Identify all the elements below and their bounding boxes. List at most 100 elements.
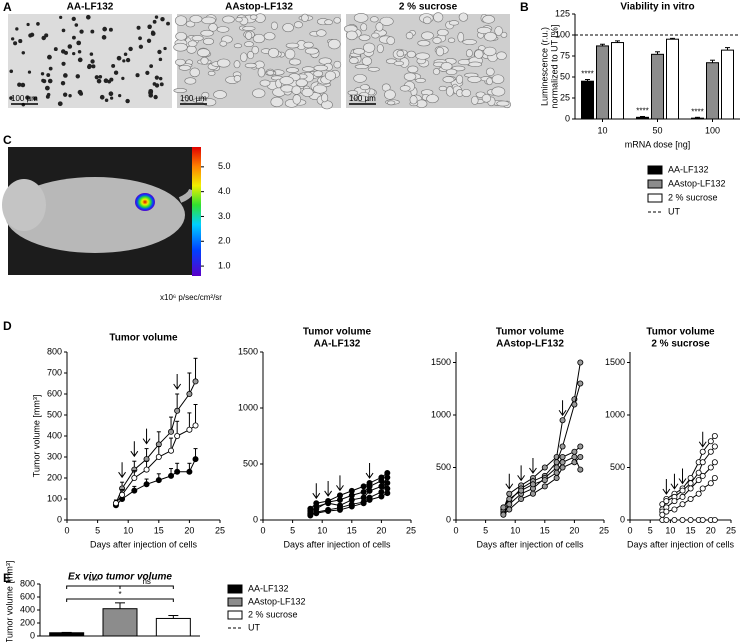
cell [53, 47, 58, 52]
cell [353, 74, 367, 83]
series-marker [155, 477, 162, 484]
significance: ns [142, 577, 150, 586]
cell [201, 16, 216, 25]
legend-label: AAstop-LF132 [668, 178, 726, 188]
error-bar [187, 372, 192, 394]
cell [327, 38, 341, 50]
cell [75, 74, 80, 79]
y-tick-label: 50 [560, 71, 570, 81]
series-marker [571, 453, 578, 460]
significance-bracket [119, 585, 174, 589]
y-tick-label: 0 [253, 514, 258, 524]
y-tick-label: 25 [560, 92, 570, 102]
cell [462, 39, 477, 45]
cell [121, 76, 125, 81]
cell [46, 92, 51, 97]
injection-arrow [336, 475, 344, 492]
cell [313, 70, 324, 78]
series-marker [679, 487, 686, 494]
x-tick-label: 15 [540, 525, 550, 535]
scale-bar-label: 100 µm [349, 94, 376, 103]
error-bar [193, 404, 198, 426]
legend-swatch [227, 597, 243, 607]
cell [175, 32, 187, 41]
series-marker [192, 456, 199, 463]
series-marker [695, 477, 702, 484]
series-marker [571, 401, 578, 408]
series-marker [671, 506, 678, 513]
cell [360, 23, 368, 32]
cell [371, 32, 380, 39]
cell [445, 68, 458, 76]
series-marker [168, 428, 175, 435]
series-marker [336, 506, 343, 513]
cell [345, 30, 358, 41]
cell [158, 76, 163, 81]
cell [324, 19, 333, 25]
cell [135, 73, 140, 78]
injection-arrow [678, 468, 687, 485]
cell [90, 59, 95, 64]
cell [446, 86, 454, 97]
series-marker [687, 480, 694, 487]
significance: **** [691, 107, 703, 116]
cell [202, 37, 214, 45]
cell [386, 100, 396, 106]
series-marker [168, 447, 175, 454]
x-tick-label: 5 [483, 525, 488, 535]
cell [417, 40, 431, 47]
cell [175, 58, 186, 66]
mouse-tail [178, 188, 195, 203]
cell [496, 51, 507, 60]
cell [63, 50, 68, 55]
cell [99, 94, 105, 100]
cell [138, 44, 144, 49]
series-marker [679, 517, 686, 524]
series-marker [699, 472, 706, 479]
x-tick-label: 15 [347, 525, 357, 535]
cell [448, 20, 460, 26]
series-marker [186, 468, 193, 475]
cell [125, 57, 131, 63]
cell [409, 95, 418, 105]
series-marker [577, 466, 584, 473]
chart-title: Viability in vitro [620, 2, 694, 13]
cell [349, 57, 359, 64]
cell [153, 94, 158, 100]
cell [485, 67, 495, 76]
cell [147, 25, 152, 30]
cell [386, 36, 395, 45]
cell [270, 96, 284, 108]
cell [26, 22, 30, 27]
cell [17, 82, 22, 87]
chart-subtitle: AAstop-LF132 [496, 339, 564, 350]
cell [312, 84, 328, 94]
series-marker [155, 453, 162, 460]
chart-title: Tumor volume [646, 327, 715, 338]
cell [301, 13, 309, 22]
cell [333, 60, 342, 69]
cell [259, 79, 271, 87]
cell [249, 14, 258, 20]
cell [9, 96, 13, 100]
cell [399, 85, 411, 92]
cell [233, 74, 242, 83]
error-bar [725, 47, 730, 51]
series-marker [711, 443, 718, 450]
chart-title: Tumor volume [496, 327, 565, 338]
series-marker [663, 517, 670, 524]
cell [252, 33, 266, 44]
cell [15, 27, 19, 31]
series-marker [348, 487, 355, 494]
legend-swatch [647, 165, 663, 175]
panel-label: D [3, 319, 12, 333]
error-bar [615, 40, 620, 43]
series-line [502, 383, 581, 512]
bar [596, 45, 609, 120]
error-bar [585, 79, 590, 82]
x-tick-label: 100 [705, 125, 720, 135]
cell [458, 12, 469, 22]
cell [60, 80, 66, 86]
bar [691, 117, 704, 120]
error-bar [600, 43, 605, 46]
